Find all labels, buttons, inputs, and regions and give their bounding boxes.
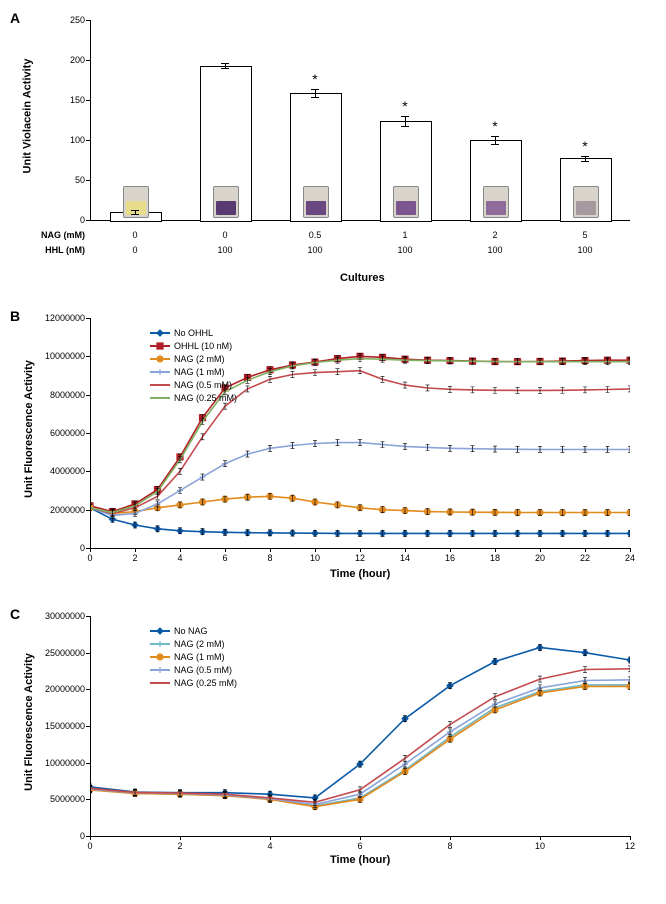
panelB-xtick: 8 — [267, 553, 272, 563]
panelC-xtick: 12 — [625, 841, 635, 851]
vial-icon — [213, 186, 239, 218]
panelB-xtick: 6 — [222, 553, 227, 563]
panelC-ytick: 30000000 — [25, 611, 85, 621]
panelC-legend-item: NAG (2 mM) — [150, 637, 237, 650]
panelC-legend-item: NAG (0.25 mM) — [150, 676, 237, 689]
panelB-xtick: 18 — [490, 553, 500, 563]
panel-b: B 02000000400000060000008000000100000001… — [10, 308, 656, 598]
panel-c-legend: No NAG NAG (2 mM) NAG (1 mM) NAG (0.5 mM) NA… — [150, 624, 237, 689]
panelB-legend-label: NAG (2 mM) — [174, 354, 225, 364]
panel-c-label: C — [10, 606, 20, 622]
panelB-legend-item: NAG (0.25 mM) — [150, 391, 237, 404]
panelC-legend-item: NAG (0.5 mM) — [150, 663, 237, 676]
panel-c-xlabel: Time (hour) — [330, 854, 390, 866]
vial-icon — [393, 186, 419, 218]
panel-a: A 050100150200250**** Unit Violacein Act… — [10, 10, 656, 300]
panelB-xtick: 0 — [87, 553, 92, 563]
panelB-xtick: 14 — [400, 553, 410, 563]
significance-star: * — [582, 138, 587, 154]
panel-a-hhl-value: 100 — [307, 245, 322, 255]
panel-c: C 05000000100000001500000020000000250000… — [10, 606, 656, 886]
panel-b-ylabel: Unit Fluorescence Activity — [23, 360, 35, 498]
panel-a-ytick: 150 — [25, 95, 85, 105]
panel-a-hhl-value: 100 — [217, 245, 232, 255]
panelC-legend-label: No NAG — [174, 626, 208, 636]
panel-b-legend: No OHHL OHHL (10 nM) NAG (2 mM) NAG (1 mM) N… — [150, 326, 237, 404]
panel-a-ytick: 0 — [25, 215, 85, 225]
vial-icon — [573, 186, 599, 218]
panelC-legend-label: NAG (0.25 mM) — [174, 678, 237, 688]
panel-a-nag-value: 0 — [132, 230, 137, 240]
panelC-legend-item: No NAG — [150, 624, 237, 637]
panelB-legend-item: OHHL (10 nM) — [150, 339, 237, 352]
panel-a-hhl-value: 100 — [487, 245, 502, 255]
panel-a-hhl-value: 100 — [577, 245, 592, 255]
panel-a-ytick: 200 — [25, 55, 85, 65]
significance-star: * — [402, 98, 407, 114]
panelC-ytick: 5000000 — [25, 794, 85, 804]
panelB-legend-label: NAG (1 mM) — [174, 367, 225, 377]
significance-star: * — [312, 71, 317, 87]
panel-a-ytick: 250 — [25, 15, 85, 25]
panel-a-ytick: 100 — [25, 135, 85, 145]
panel-a-row2-label: HHL (nM) — [20, 245, 85, 255]
panel-a-hhl-value: 0 — [132, 245, 137, 255]
panel-b-xlabel: Time (hour) — [330, 568, 390, 580]
panelC-legend-label: NAG (2 mM) — [174, 639, 225, 649]
panel-a-xlabel: Cultures — [340, 272, 385, 284]
panelB-xtick: 4 — [177, 553, 182, 563]
panelB-ytick: 12000000 — [25, 313, 85, 323]
panelC-legend-item: NAG (1 mM) — [150, 650, 237, 663]
panelB-legend-item: NAG (0.5 mM) — [150, 378, 237, 391]
panel-b-label: B — [10, 308, 20, 324]
panelC-xtick: 10 — [535, 841, 545, 851]
panelC-ytick: 0 — [25, 831, 85, 841]
panelB-xtick: 10 — [310, 553, 320, 563]
panelB-xtick: 12 — [355, 553, 365, 563]
panelB-xtick: 22 — [580, 553, 590, 563]
panelC-xtick: 8 — [447, 841, 452, 851]
panel-a-label: A — [10, 10, 20, 26]
panelC-legend-label: NAG (1 mM) — [174, 652, 225, 662]
panelB-legend-label: OHHL (10 nM) — [174, 341, 232, 351]
panelC-legend-label: NAG (0.5 mM) — [174, 665, 232, 675]
panelB-legend-label: No OHHL — [174, 328, 213, 338]
panelB-ytick: 2000000 — [25, 505, 85, 515]
vial-icon — [303, 186, 329, 218]
panelB-xtick: 24 — [625, 553, 635, 563]
panelB-ytick: 0 — [25, 543, 85, 553]
panel-a-row1-label: NAG (mM) — [20, 230, 85, 240]
panelC-xtick: 0 — [87, 841, 92, 851]
panelB-legend-item: No OHHL — [150, 326, 237, 339]
panelC-xtick: 2 — [177, 841, 182, 851]
panel-a-ylabel: Unit Violacein Activity — [21, 59, 33, 174]
panelB-legend-label: NAG (0.5 mM) — [174, 380, 232, 390]
panelB-legend-label: NAG (0.25 mM) — [174, 393, 237, 403]
panel-a-nag-value: 0 — [222, 230, 227, 240]
panelB-xtick: 16 — [445, 553, 455, 563]
panelC-xtick: 4 — [267, 841, 272, 851]
panel-a-nag-value: 0.5 — [309, 230, 322, 240]
vial-icon — [483, 186, 509, 218]
panel-a-nag-value: 2 — [492, 230, 497, 240]
panelB-legend-item: NAG (2 mM) — [150, 352, 237, 365]
panel-a-nag-value: 5 — [582, 230, 587, 240]
significance-star: * — [492, 118, 497, 134]
panel-a-ytick: 50 — [25, 175, 85, 185]
panel-a-chart: 050100150200250**** — [90, 20, 630, 220]
panel-a-nag-value: 1 — [402, 230, 407, 240]
panelC-xtick: 6 — [357, 841, 362, 851]
panelB-xtick: 20 — [535, 553, 545, 563]
panel-c-ylabel: Unit Fluorescence Activity — [23, 653, 35, 791]
panel-a-hhl-value: 100 — [397, 245, 412, 255]
panelB-legend-item: NAG (1 mM) — [150, 365, 237, 378]
panelB-xtick: 2 — [132, 553, 137, 563]
